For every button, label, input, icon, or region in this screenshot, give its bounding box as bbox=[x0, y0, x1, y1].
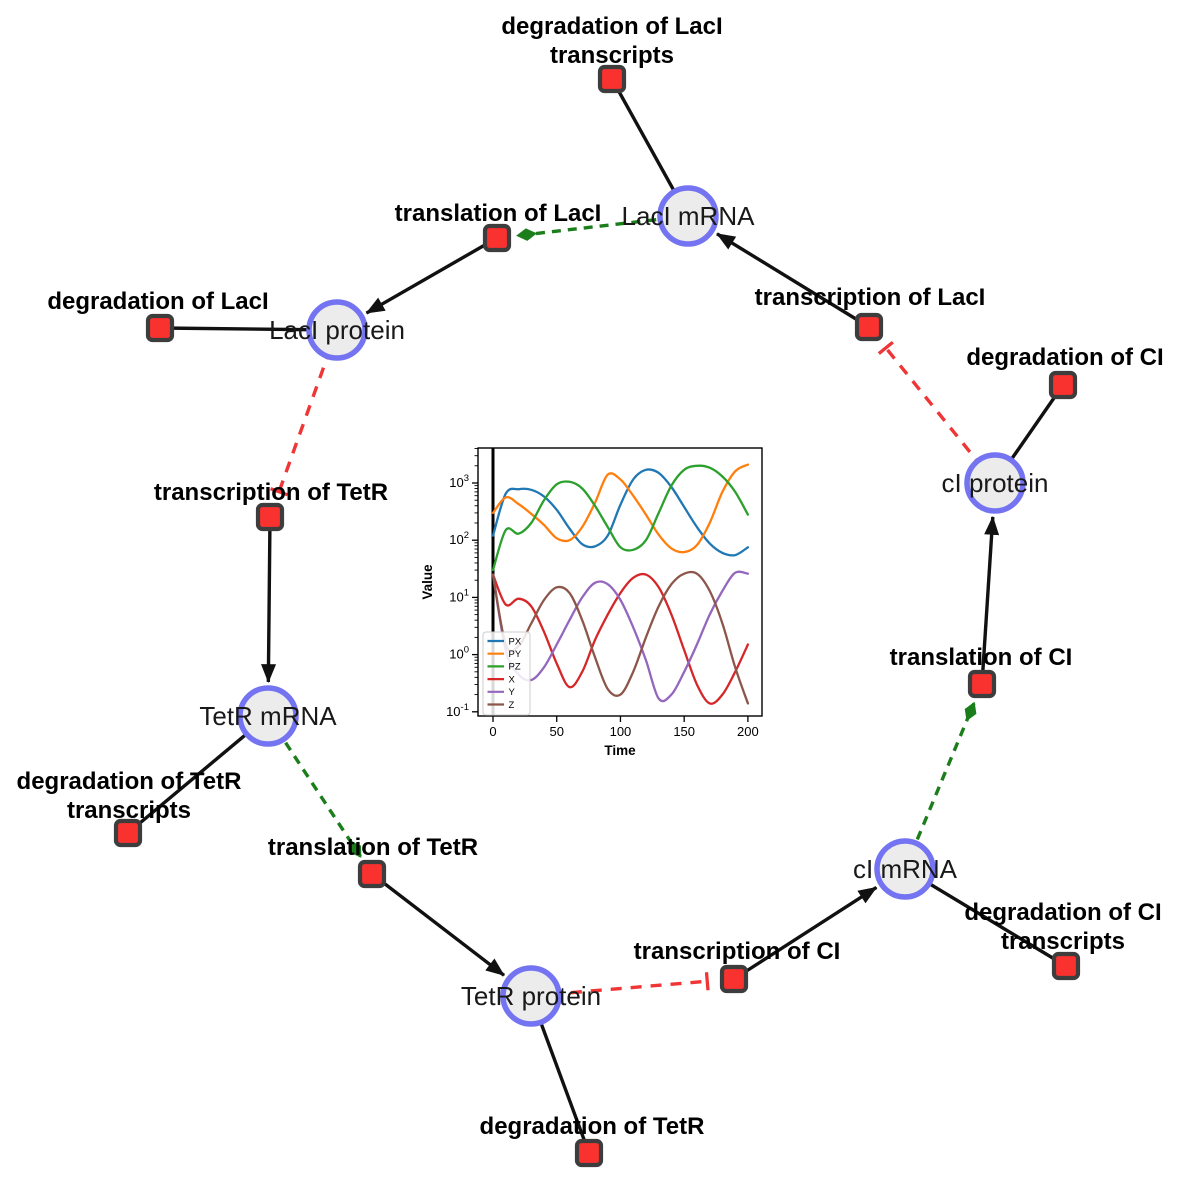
legend-label-Y: Y bbox=[509, 687, 516, 698]
series-line-Y bbox=[491, 570, 750, 703]
x-tick-label-150: 150 bbox=[673, 724, 695, 739]
y-axis-label: Value bbox=[420, 564, 435, 600]
reaction-label-transcription-of-ci: transcription of CI bbox=[634, 938, 841, 965]
x-tick-label-100: 100 bbox=[610, 724, 632, 739]
reaction-label-degradation-of-laci-transcripts: degradation of LacI transcripts bbox=[501, 13, 722, 69]
reaction-label-translation-of-ci: translation of CI bbox=[890, 644, 1073, 671]
reaction-label-translation-of-laci: translation of LacI bbox=[395, 200, 602, 227]
species-node-tetr-protein[interactable] bbox=[500, 965, 562, 1027]
species-node-tetr-mrna[interactable] bbox=[237, 685, 299, 747]
reaction-node-translation-of-laci[interactable] bbox=[482, 223, 512, 253]
species-label-laci-protein: LacI protein bbox=[269, 315, 405, 345]
reaction-node-translation-of-tetr[interactable] bbox=[357, 859, 387, 889]
reaction-label-degradation-of-ci-transcripts: degradation of CI transcripts bbox=[964, 899, 1161, 955]
species-label-tetr-protein: TetR protein bbox=[461, 981, 601, 1011]
y-tick-label-10e1: 101 bbox=[449, 587, 469, 604]
legend-label-X: X bbox=[509, 674, 516, 685]
nodes-layer bbox=[113, 64, 1081, 1168]
reaction-node-degradation-of-tetr[interactable] bbox=[574, 1138, 604, 1168]
series-line-PX bbox=[491, 468, 750, 557]
reaction-label-degradation-of-ci: degradation of CI bbox=[966, 344, 1163, 371]
series-line-X bbox=[491, 572, 750, 705]
edge-reactant-ci-mrna-to-degradation-of-ci-transcripts bbox=[904, 867, 1067, 968]
species-node-laci-mrna[interactable] bbox=[657, 185, 719, 247]
x-tick-label-0: 0 bbox=[489, 724, 496, 739]
legend-box bbox=[482, 631, 531, 716]
species-node-laci-protein[interactable] bbox=[306, 299, 368, 361]
edge-product-transcription-of-ci-to-ci-mrna bbox=[733, 885, 878, 981]
reaction-node-degradation-of-ci-transcripts[interactable] bbox=[1051, 951, 1081, 981]
plot-spines bbox=[477, 447, 763, 717]
y-tick-label-10e-1: 10-1 bbox=[446, 702, 469, 719]
reaction-node-translation-of-ci[interactable] bbox=[967, 669, 997, 699]
y-tick-label-10e3: 103 bbox=[449, 473, 469, 490]
edge-product-transcription-of-laci-to-laci-mrna bbox=[716, 232, 870, 329]
reaction-label-degradation-of-tetr-transcripts: degradation of TetR transcripts bbox=[17, 768, 242, 824]
series-line-PZ bbox=[491, 464, 750, 572]
reaction-label-translation-of-tetr: translation of TetR bbox=[268, 834, 478, 861]
reaction-node-transcription-of-ci[interactable] bbox=[719, 964, 749, 994]
legend-label-PX: PX bbox=[509, 636, 522, 647]
species-label-tetr-mrna: TetR mRNA bbox=[199, 701, 337, 731]
reaction-label-degradation-of-laci: degradation of LacI bbox=[47, 288, 268, 315]
edge-product-translation-of-tetr-to-tetr-protein bbox=[370, 872, 506, 977]
y-tick-label-10e2: 102 bbox=[449, 530, 469, 547]
edge-product-translation-of-laci-to-laci-protein bbox=[365, 236, 498, 315]
reaction-node-degradation-of-ci[interactable] bbox=[1048, 370, 1078, 400]
x-axis-label: Time bbox=[604, 743, 636, 758]
series-line-Z bbox=[491, 570, 750, 705]
reaction-node-degradation-of-laci-transcripts[interactable] bbox=[597, 64, 627, 94]
edge-product-transcription-of-tetr-to-tetr-mrna bbox=[261, 516, 277, 683]
species-label-laci-mrna: LacI mRNA bbox=[622, 201, 756, 231]
reaction-label-degradation-of-tetr: degradation of TetR bbox=[480, 1113, 705, 1140]
x-tick-label-50: 50 bbox=[549, 724, 563, 739]
species-node-ci-mrna[interactable] bbox=[874, 838, 936, 900]
edge-catalysis-tetr-mrna-to-translation-of-tetr bbox=[266, 715, 362, 858]
edge-product-translation-of-ci-to-ci-protein bbox=[980, 515, 1000, 685]
labels-layer: LacI mRNA LacI protein cI protein TetR mRNA… bbox=[17, 13, 1164, 1140]
legend-label-PZ: PZ bbox=[509, 662, 521, 673]
reaction-node-degradation-of-laci[interactable] bbox=[145, 313, 175, 343]
series-line-PY bbox=[491, 463, 750, 554]
species-label-ci-protein: cI protein bbox=[942, 468, 1049, 498]
edge-catalysis-ci-mrna-to-translation-of-ci bbox=[903, 701, 977, 870]
reaction-label-transcription-of-tetr: transcription of TetR bbox=[154, 479, 388, 506]
species-node-ci-protein[interactable] bbox=[964, 452, 1026, 514]
edge-catalysis-laci-mrna-to-translation-of-laci bbox=[516, 214, 689, 241]
reaction-node-transcription-of-tetr[interactable] bbox=[255, 502, 285, 532]
plot-area bbox=[491, 448, 750, 716]
y-tick-label-10e0: 100 bbox=[449, 645, 469, 662]
species-label-ci-mrna: cI mRNA bbox=[853, 854, 958, 884]
reaction-node-transcription-of-laci[interactable] bbox=[854, 312, 884, 342]
legend-label-Z: Z bbox=[509, 700, 515, 711]
reaction-node-degradation-of-tetr-transcripts[interactable] bbox=[113, 818, 143, 848]
x-tick-label-200: 200 bbox=[737, 724, 759, 739]
reaction-label-transcription-of-laci: transcription of LacI bbox=[755, 284, 986, 311]
legend-label-PY: PY bbox=[509, 649, 522, 660]
